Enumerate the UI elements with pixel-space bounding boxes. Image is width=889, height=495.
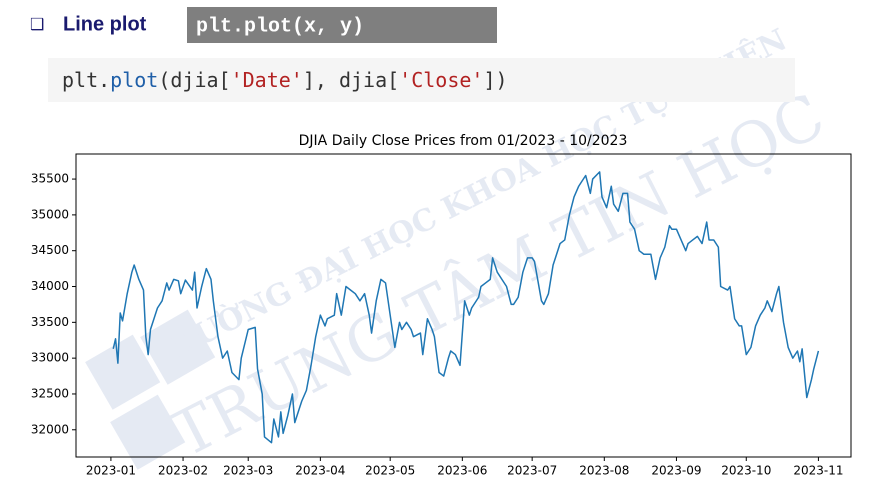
chart-title: DJIA Daily Close Prices from 01/2023 - 1…	[299, 133, 628, 149]
x-tick-label: 2023-06	[437, 464, 487, 478]
x-tick-label: 2023-04	[295, 464, 345, 478]
heading: Line plot	[63, 13, 147, 35]
y-tick-label: 35000	[31, 207, 69, 221]
code-badge-text: plt.plot(x, y)	[196, 15, 364, 38]
y-tick-label: 32000	[31, 422, 69, 436]
code-token: (djia[	[158, 68, 230, 92]
y-tick-label: 34500	[31, 243, 69, 257]
x-tick-label: 2023-10	[721, 464, 771, 478]
code-token: 'Date'	[231, 68, 303, 92]
code-token: 'Close'	[399, 68, 483, 92]
y-tick-label: 32500	[31, 386, 69, 400]
x-tick-label: 2023-01	[86, 464, 136, 478]
logo-block	[140, 309, 216, 385]
y-tick-label: 35500	[31, 172, 69, 186]
code-token: plt.	[62, 68, 110, 92]
y-tick-label: 34000	[31, 279, 69, 293]
code-line: plt.plot(djia['Date'], djia['Close'])	[62, 68, 508, 92]
logo-block	[85, 334, 161, 410]
bullet: ❑	[30, 15, 44, 34]
code-badge	[187, 7, 497, 43]
code-token: ])	[483, 68, 507, 92]
x-tick-label: 2023-02	[158, 464, 208, 478]
line-series	[112, 171, 820, 444]
logo-block	[110, 394, 186, 470]
y-tick-label: 33500	[31, 315, 69, 329]
plot: 32000 32500 33000 33500 34000 34500 35000 35500…	[31, 171, 843, 478]
x-tick-label: 2023-07	[507, 464, 557, 478]
x-tick-label: 2023-08	[579, 464, 629, 478]
x-tick-label: 2023-11	[793, 464, 843, 478]
x-tick-label: 2023-09	[651, 464, 701, 478]
code-token: plot	[110, 68, 158, 92]
x-tick-label: 2023-03	[223, 464, 273, 478]
code-token: ], djia[	[303, 68, 399, 92]
x-tick-label: 2023-05	[365, 464, 415, 478]
code-cell	[48, 58, 795, 102]
y-tick-label: 33000	[31, 351, 69, 365]
plot-frame	[75, 153, 852, 458]
